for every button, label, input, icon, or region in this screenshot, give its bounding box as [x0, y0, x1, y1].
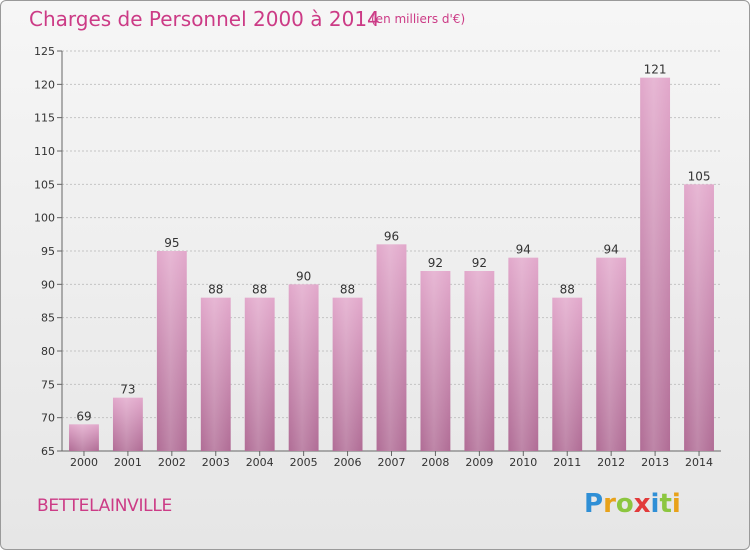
x-tick-label: 2007 — [378, 456, 406, 469]
bar-highlight — [112, 397, 143, 451]
y-tick-label: 95 — [41, 245, 55, 258]
y-tick-label: 65 — [41, 445, 55, 458]
data-label: 105 — [688, 169, 711, 183]
chart-title: Charges de Personnel 2000 à 2014 — [29, 7, 380, 31]
x-tick-label: 2003 — [202, 456, 230, 469]
data-label: 90 — [296, 269, 311, 283]
x-tick-label: 2006 — [334, 456, 362, 469]
proxiti-logo: Proxiti — [584, 489, 681, 519]
data-label: 88 — [560, 283, 575, 297]
y-tick-label: 80 — [41, 345, 55, 358]
data-label: 92 — [428, 256, 443, 270]
data-label: 88 — [208, 283, 223, 297]
y-tick-label: 115 — [34, 112, 55, 125]
bar-highlight — [640, 77, 671, 452]
y-tick-label: 120 — [34, 78, 55, 91]
data-label: 92 — [472, 256, 487, 270]
y-tick-label: 105 — [34, 178, 55, 191]
y-tick-label: 125 — [34, 45, 55, 58]
y-tick-label: 110 — [34, 145, 55, 158]
x-tick-label: 2009 — [465, 456, 493, 469]
chart-subtitle: (en milliers d'€) — [371, 12, 466, 26]
data-label: 95 — [164, 236, 179, 250]
logo-letter: i — [650, 489, 660, 519]
x-tick-label: 2013 — [641, 456, 669, 469]
data-label: 96 — [384, 229, 399, 243]
data-label: 88 — [252, 283, 267, 297]
data-label: 69 — [76, 409, 91, 423]
bar-highlight — [69, 424, 99, 451]
bar-highlight — [552, 297, 583, 451]
x-tick-label: 2001 — [114, 456, 142, 469]
x-tick-label: 2002 — [158, 456, 186, 469]
bar-highlight — [244, 297, 275, 451]
data-label: 73 — [120, 383, 135, 397]
bar-highlight — [596, 257, 627, 451]
x-tick-label: 2014 — [685, 456, 713, 469]
x-tick-label: 2010 — [509, 456, 537, 469]
logo-letter: t — [659, 489, 672, 519]
bar-highlight — [684, 184, 714, 452]
data-label: 88 — [340, 283, 355, 297]
bar-highlight — [464, 271, 495, 451]
y-tick-label: 90 — [41, 278, 55, 291]
logo-letter: i — [671, 489, 681, 519]
x-tick-label: 2012 — [597, 456, 625, 469]
bar-highlight — [376, 244, 407, 451]
data-label: 94 — [516, 243, 531, 257]
y-tick-label: 75 — [41, 378, 55, 391]
x-tick-label: 2008 — [421, 456, 449, 469]
bar-highlight — [508, 257, 539, 451]
logo-letter: o — [615, 489, 634, 519]
y-tick-label: 85 — [41, 312, 55, 325]
bar-highlight — [156, 251, 187, 451]
x-tick-label: 2005 — [290, 456, 318, 469]
bar-highlight — [332, 297, 363, 451]
x-tick-label: 2011 — [553, 456, 581, 469]
data-label: 94 — [604, 243, 619, 257]
bar-highlight — [288, 284, 319, 451]
data-label: 121 — [644, 63, 667, 77]
logo-letter: P — [584, 489, 604, 519]
logo-letter: x — [633, 489, 651, 519]
commune-name: BETTELAINVILLE — [37, 496, 172, 516]
y-tick-label: 70 — [41, 412, 55, 425]
y-tick-label: 100 — [34, 212, 55, 225]
bar-highlight — [200, 297, 231, 451]
x-tick-label: 2004 — [246, 456, 274, 469]
logo-letter: r — [603, 489, 616, 519]
bar-highlight — [420, 271, 451, 451]
x-tick-label: 2000 — [70, 456, 98, 469]
